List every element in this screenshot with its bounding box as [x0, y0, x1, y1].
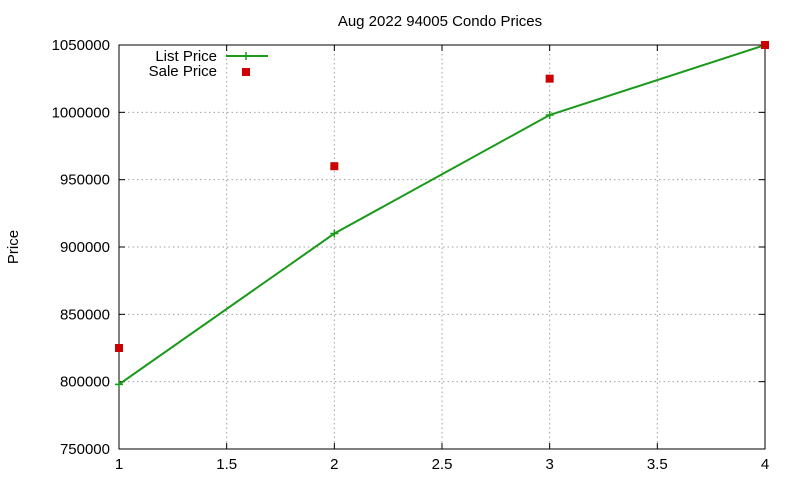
y-tick-label: 1000000 — [52, 104, 110, 121]
x-tick-label: 1 — [115, 456, 123, 473]
series-line-list-price — [118, 44, 766, 386]
point-list-price — [115, 380, 123, 389]
y-tick-label: 800000 — [60, 374, 110, 391]
x-tick-label: 1.5 — [216, 456, 237, 473]
y-tick-labels: 750000 800000 850000 900000 950000 1000000 105… — [52, 37, 110, 458]
grid — [119, 45, 765, 449]
y-tick-label: 900000 — [60, 239, 110, 256]
point-list-price — [545, 111, 554, 120]
point-sale-price — [545, 74, 554, 83]
point-list-price — [330, 229, 339, 238]
x-tick-label: 3 — [545, 456, 553, 473]
x-tick-label: 2.5 — [432, 456, 453, 473]
y-tick-label: 950000 — [60, 172, 110, 189]
x-tick-label: 2 — [330, 456, 338, 473]
legend-label-list-price: List Price — [155, 48, 217, 65]
point-sale-price — [761, 41, 769, 49]
x-tick-label: 3.5 — [647, 456, 668, 473]
legend-marker-sale-price — [242, 68, 250, 76]
y-axis-label: Price — [5, 230, 22, 264]
y-tick-label: 850000 — [60, 306, 110, 323]
point-sale-price — [115, 344, 123, 352]
legend-marker-list-price — [242, 52, 250, 60]
series-layer — [115, 41, 769, 389]
x-tick-labels: 1 1.5 2 2.5 3 3.5 4 — [115, 456, 769, 473]
legend: List Price Sale Price — [149, 48, 268, 80]
legend-label-sale-price: Sale Price — [149, 63, 217, 80]
point-sale-price — [330, 162, 339, 171]
x-tick-label: 4 — [761, 456, 769, 473]
chart-title: Aug 2022 94005 Condo Prices — [338, 13, 542, 30]
y-tick-label: 1050000 — [52, 37, 110, 54]
y-tick-label: 750000 — [60, 441, 110, 458]
